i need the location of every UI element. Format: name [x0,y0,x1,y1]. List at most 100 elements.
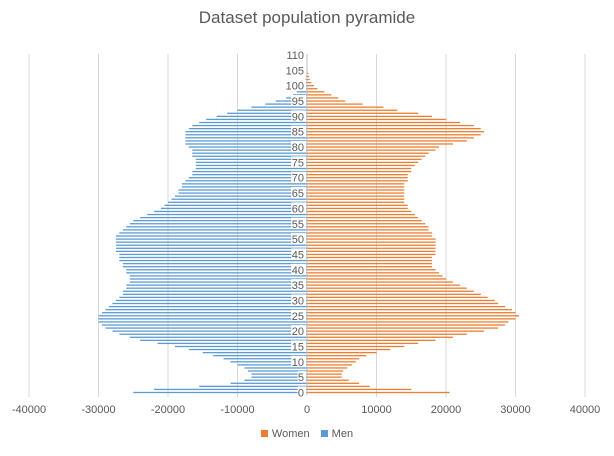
legend-label-men: Men [331,428,354,440]
age-label-backing [291,279,306,291]
bar-women-age-91 [307,112,419,114]
bar-men-age-37 [129,278,307,280]
bar-women-age-38 [307,275,443,277]
age-label-backing [284,49,306,60]
y-tick-label: 90 [292,111,304,123]
bar-men-age-60 [161,207,307,210]
bar-women-age-17 [307,339,436,341]
bar-women-age-95 [307,100,346,102]
bar-men-age-87 [192,124,307,127]
bar-men-age-90 [216,115,307,118]
y-tick-label: 65 [292,188,304,200]
bar-women-age-50 [307,238,436,240]
bar-men-age-74 [195,164,307,167]
bar-women-age-53 [307,229,429,231]
bar-men-age-71 [192,174,307,176]
bar-men-age-33 [122,290,307,292]
age-label-backing [291,125,306,137]
bar-women-age-79 [307,149,436,151]
bar-women-age-77 [307,155,426,157]
y-tick-label: 20 [292,326,304,338]
bar-women-age-36 [307,281,453,283]
bar-women-age-101 [307,81,312,84]
bar-women-age-43 [307,259,433,262]
bar-men-age-31 [119,296,307,299]
age-label-backing [291,141,306,153]
bar-men-age-3 [230,382,307,384]
bar-men-age-45 [119,253,307,256]
bar-men-age-86 [188,127,307,130]
bar-women-age-2 [307,385,370,388]
bar-women-age-60 [307,207,408,210]
bar-men-age-8 [244,367,307,369]
bar-women-age-26 [307,312,516,314]
bar-men-age-75 [195,161,307,164]
bar-women-age-49 [307,241,436,243]
legend: Women Men [0,428,614,440]
bar-men-age-38 [129,275,307,277]
bar-women-age-57 [307,216,419,219]
bar-men-age-39 [126,272,307,274]
x-tick-label: -10000 [220,404,254,416]
bar-women-age-16 [307,342,419,345]
bar-women-age-63 [307,198,405,200]
bar-women-age-93 [307,106,384,108]
bar-women-age-75 [307,161,419,164]
bar-women-age-73 [307,167,412,170]
bar-men-age-16 [157,342,307,345]
bar-men-age-36 [129,281,307,283]
bar-women-age-4 [307,379,349,381]
bar-men-age-24 [98,318,307,320]
bar-women-age-35 [307,284,460,286]
bar-men-age-50 [115,238,307,240]
bar-men-age-44 [119,256,307,259]
bar-women-age-102 [307,78,310,81]
bar-women-age-46 [307,250,436,253]
bar-women-age-71 [307,174,408,176]
x-tick-label: -20000 [151,404,185,416]
bar-women-age-39 [307,272,440,274]
y-tick-label: 40 [292,265,304,277]
bar-women-age-86 [307,127,481,130]
bar-women-age-30 [307,299,495,302]
legend-item-men: Men [320,428,354,440]
x-tick-label: 30000 [500,404,531,416]
bar-men-age-58 [147,213,307,216]
bar-women-age-31 [307,296,488,299]
bar-women-age-61 [307,204,408,206]
bar-men-age-85 [185,131,307,133]
y-tick-label: 70 [292,173,304,185]
bar-men-age-103 [305,75,307,78]
bar-women-age-27 [307,309,513,311]
age-label-backing [291,233,306,245]
bar-women-age-68 [307,183,405,185]
bar-men-age-68 [181,183,307,185]
bar-men-age-25 [98,315,307,317]
bar-women-age-18 [307,336,453,338]
bar-women-age-21 [307,327,499,329]
x-tick-label: 10000 [361,404,392,416]
age-label-backing [297,371,306,383]
y-tick-label: 15 [292,341,304,353]
bar-women-age-42 [307,262,433,265]
age-label-backing [291,171,306,183]
y-tick-label: 75 [292,157,304,169]
y-tick-label: 0 [298,388,304,400]
bar-women-age-10 [307,361,356,363]
bar-women-age-1 [307,388,412,391]
bar-men-age-11 [223,358,307,360]
y-tick-label: 5 [298,372,304,384]
bar-men-age-89 [206,118,307,121]
bar-women-age-98 [307,91,325,93]
bar-men-age-66 [178,189,307,191]
bar-men-age-61 [164,204,307,206]
bar-men-age-27 [105,309,307,311]
bar-men-age-0 [133,391,307,394]
bar-men-age-48 [115,244,307,246]
y-tick-label: 95 [292,96,304,108]
bar-women-age-89 [307,118,446,121]
bar-men-age-64 [174,195,307,197]
bar-women-age-78 [307,152,429,154]
y-tick-label: 30 [292,295,304,307]
bar-men-age-10 [230,361,307,363]
